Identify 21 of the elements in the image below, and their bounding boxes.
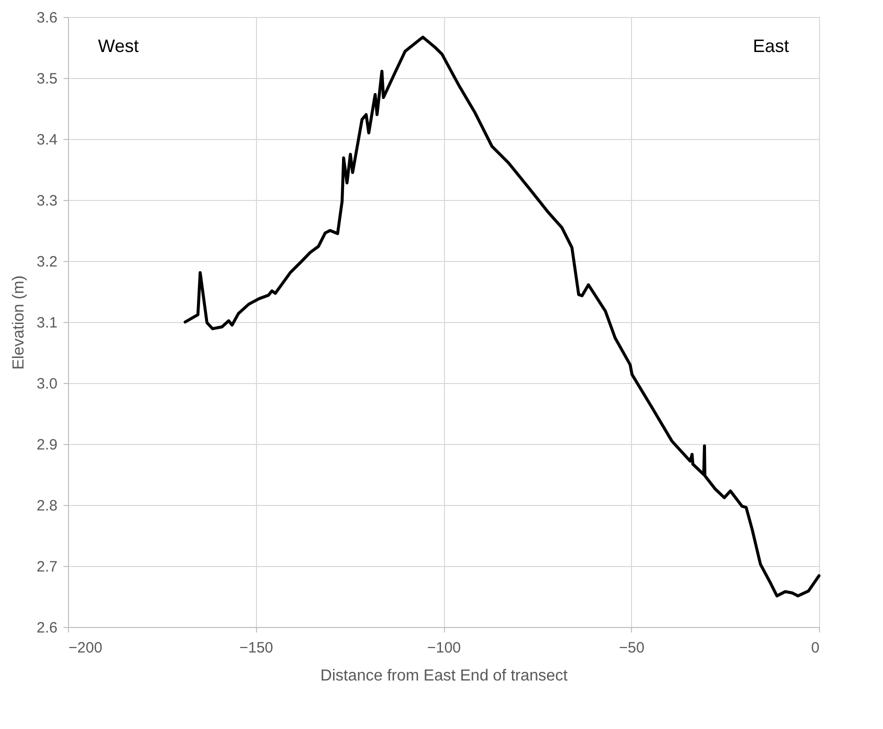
y-axis-title: Elevation (m) [10,275,28,370]
x-tick-label: −50 [619,640,644,656]
x-axis-title: Distance from East End of transect [320,668,568,684]
annotation: East [752,36,789,56]
y-tick-label: 3.4 [36,132,58,148]
y-tick-label: 3.6 [36,10,58,26]
y-tick-label: 3.0 [36,376,58,392]
y-tick-label: 2.9 [36,436,58,454]
y-tick-label: 3.5 [36,70,58,88]
y-tick-label: 2.7 [36,558,58,576]
y-tick-label: 3.3 [36,192,58,210]
y-tick-label: 2.6 [36,620,58,636]
x-tick-label: −200 [68,640,102,656]
x-tick-label: −100 [427,640,461,656]
y-tick-label: 3.1 [36,314,58,332]
x-tick-label: 0 [811,640,820,656]
y-tick-label: 2.8 [36,498,58,514]
x-tick-label: −150 [239,640,274,656]
annotation: West [98,36,139,56]
y-tick-label: 3.2 [36,254,58,270]
line-series [184,36,820,598]
